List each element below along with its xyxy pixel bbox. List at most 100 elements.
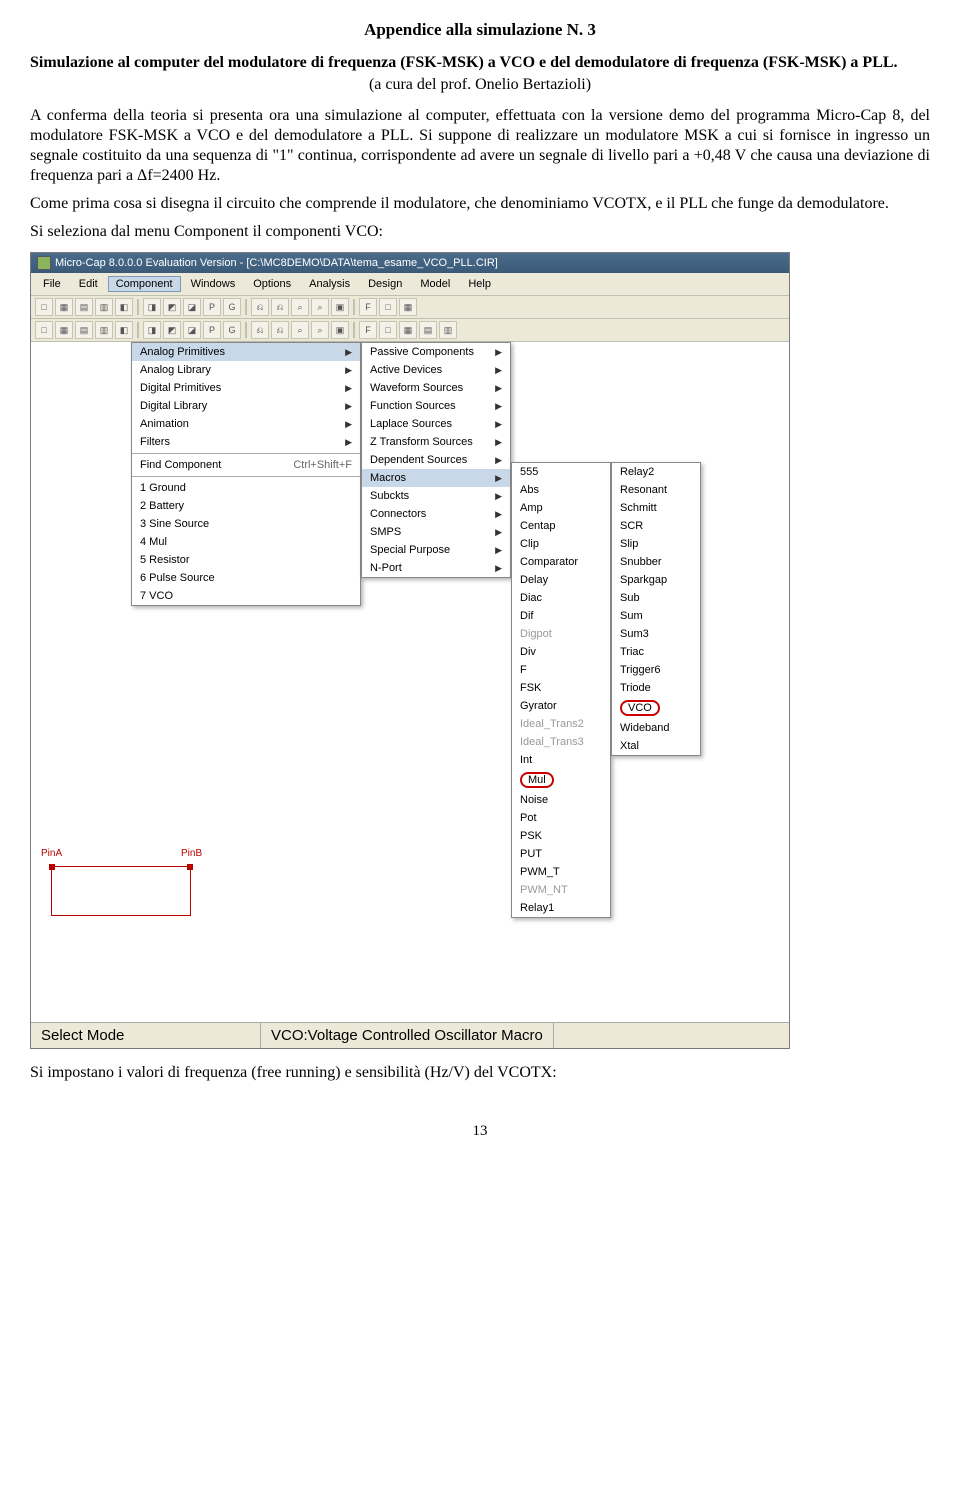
menuitem-dif[interactable]: Dif xyxy=(512,607,610,625)
menuitem-passive-components[interactable]: Passive Components▶ xyxy=(362,343,510,361)
menuitem-div[interactable]: Div xyxy=(512,643,610,661)
toolbar-button[interactable]: ▦ xyxy=(55,321,73,339)
toolbar-button[interactable]: ⌕ xyxy=(291,298,309,316)
toolbar-button[interactable]: ◩ xyxy=(163,298,181,316)
menuitem-xtal[interactable]: Xtal xyxy=(612,737,700,755)
menuitem-clip[interactable]: Clip xyxy=(512,535,610,553)
menuitem-find-component[interactable]: Find ComponentCtrl+Shift+F xyxy=(132,456,360,474)
menuitem-mul[interactable]: Mul xyxy=(512,769,610,791)
toolbar-button[interactable]: ⌕ xyxy=(311,321,329,339)
menuitem-relay1[interactable]: Relay1 xyxy=(512,899,610,917)
menuitem-subckts[interactable]: Subckts▶ xyxy=(362,487,510,505)
toolbar-button[interactable]: G xyxy=(223,321,241,339)
menu-component[interactable]: Component xyxy=(108,276,181,292)
menuitem-relay2[interactable]: Relay2 xyxy=(612,463,700,481)
menuitem-smps[interactable]: SMPS▶ xyxy=(362,523,510,541)
toolbar-button[interactable]: ▦ xyxy=(399,298,417,316)
menuitem-digital-primitives[interactable]: Digital Primitives▶ xyxy=(132,379,360,397)
toolbar-button[interactable]: ▣ xyxy=(331,298,349,316)
menuitem-animation[interactable]: Animation▶ xyxy=(132,415,360,433)
menuitem-7-vco[interactable]: 7 VCO xyxy=(132,587,360,605)
toolbar-button[interactable]: ◩ xyxy=(163,321,181,339)
menuitem-sparkgap[interactable]: Sparkgap xyxy=(612,571,700,589)
menuitem-delay[interactable]: Delay xyxy=(512,571,610,589)
toolbar-button[interactable]: ⎌ xyxy=(251,321,269,339)
component-menu[interactable]: Analog Primitives▶Analog Library▶Digital… xyxy=(131,342,361,606)
menuitem-amp[interactable]: Amp xyxy=(512,499,610,517)
menuitem-laplace-sources[interactable]: Laplace Sources▶ xyxy=(362,415,510,433)
menu-windows[interactable]: Windows xyxy=(183,276,244,292)
menuitem-waveform-sources[interactable]: Waveform Sources▶ xyxy=(362,379,510,397)
menuitem-sum3[interactable]: Sum3 xyxy=(612,625,700,643)
menuitem-2-battery[interactable]: 2 Battery xyxy=(132,497,360,515)
toolbar-button[interactable]: ◪ xyxy=(183,321,201,339)
menuitem-schmitt[interactable]: Schmitt xyxy=(612,499,700,517)
menuitem-abs[interactable]: Abs xyxy=(512,481,610,499)
toolbar-button[interactable]: ▥ xyxy=(439,321,457,339)
menu-model[interactable]: Model xyxy=(412,276,458,292)
menuitem-int[interactable]: Int xyxy=(512,751,610,769)
toolbar-button[interactable]: ▤ xyxy=(75,321,93,339)
menu-help[interactable]: Help xyxy=(460,276,499,292)
menuitem-comparator[interactable]: Comparator xyxy=(512,553,610,571)
menuitem-6-pulse-source[interactable]: 6 Pulse Source xyxy=(132,569,360,587)
toolbar-button[interactable]: P xyxy=(203,298,221,316)
menuitem-special-purpose[interactable]: Special Purpose▶ xyxy=(362,541,510,559)
analog-primitives-menu[interactable]: Passive Components▶Active Devices▶Wavefo… xyxy=(361,342,511,578)
menu-options[interactable]: Options xyxy=(245,276,299,292)
toolbar-button[interactable]: □ xyxy=(35,321,53,339)
menuitem-dependent-sources[interactable]: Dependent Sources▶ xyxy=(362,451,510,469)
toolbar-button[interactable]: ▤ xyxy=(75,298,93,316)
menuitem-slip[interactable]: Slip xyxy=(612,535,700,553)
toolbar-button[interactable]: ▤ xyxy=(419,321,437,339)
menuitem-snubber[interactable]: Snubber xyxy=(612,553,700,571)
menuitem-filters[interactable]: Filters▶ xyxy=(132,433,360,451)
menuitem-5-resistor[interactable]: 5 Resistor xyxy=(132,551,360,569)
toolbar-button[interactable]: ◧ xyxy=(115,298,133,316)
menuitem-vco[interactable]: VCO xyxy=(612,697,700,719)
menuitem-digital-library[interactable]: Digital Library▶ xyxy=(132,397,360,415)
menuitem-resonant[interactable]: Resonant xyxy=(612,481,700,499)
toolbar-button[interactable]: F xyxy=(359,321,377,339)
menuitem-z-transform-sources[interactable]: Z Transform Sources▶ xyxy=(362,433,510,451)
menuitem-analog-library[interactable]: Analog Library▶ xyxy=(132,361,360,379)
menuitem-wideband[interactable]: Wideband xyxy=(612,719,700,737)
toolbar-button[interactable]: P xyxy=(203,321,221,339)
menuitem-centap[interactable]: Centap xyxy=(512,517,610,535)
toolbar-button[interactable]: ⌕ xyxy=(311,298,329,316)
menuitem-psk[interactable]: PSK xyxy=(512,827,610,845)
menu-file[interactable]: File xyxy=(35,276,69,292)
toolbar-button[interactable]: ⎌ xyxy=(251,298,269,316)
toolbar-button[interactable]: ⎌ xyxy=(271,321,289,339)
menuitem-scr[interactable]: SCR xyxy=(612,517,700,535)
toolbar-button[interactable]: F xyxy=(359,298,377,316)
menuitem-gyrator[interactable]: Gyrator xyxy=(512,697,610,715)
macros-menu-col2[interactable]: Relay2ResonantSchmittSCRSlipSnubberSpark… xyxy=(611,462,701,756)
menuitem-macros[interactable]: Macros▶ xyxy=(362,469,510,487)
toolbar-button[interactable]: □ xyxy=(379,298,397,316)
toolbar-button[interactable]: ⌕ xyxy=(291,321,309,339)
toolbar-button[interactable]: ◧ xyxy=(115,321,133,339)
menuitem-triac[interactable]: Triac xyxy=(612,643,700,661)
toolbar-button[interactable]: ▦ xyxy=(399,321,417,339)
toolbar-button[interactable]: G xyxy=(223,298,241,316)
menuitem-3-sine-source[interactable]: 3 Sine Source xyxy=(132,515,360,533)
menuitem-connectors[interactable]: Connectors▶ xyxy=(362,505,510,523)
menuitem-1-ground[interactable]: 1 Ground xyxy=(132,479,360,497)
menuitem-put[interactable]: PUT xyxy=(512,845,610,863)
menu-analysis[interactable]: Analysis xyxy=(301,276,358,292)
toolbar-button[interactable]: ⎌ xyxy=(271,298,289,316)
menuitem-diac[interactable]: Diac xyxy=(512,589,610,607)
toolbar-button[interactable]: ◨ xyxy=(143,321,161,339)
menuitem-pwm_t[interactable]: PWM_T xyxy=(512,863,610,881)
menuitem-555[interactable]: 555 xyxy=(512,463,610,481)
toolbar-button[interactable]: ◪ xyxy=(183,298,201,316)
toolbar-button[interactable]: ▥ xyxy=(95,298,113,316)
menuitem-n-port[interactable]: N-Port▶ xyxy=(362,559,510,577)
menuitem-noise[interactable]: Noise xyxy=(512,791,610,809)
menuitem-active-devices[interactable]: Active Devices▶ xyxy=(362,361,510,379)
menuitem-pot[interactable]: Pot xyxy=(512,809,610,827)
toolbar-button[interactable]: □ xyxy=(379,321,397,339)
toolbar-button[interactable]: ▦ xyxy=(55,298,73,316)
toolbar-button[interactable]: □ xyxy=(35,298,53,316)
